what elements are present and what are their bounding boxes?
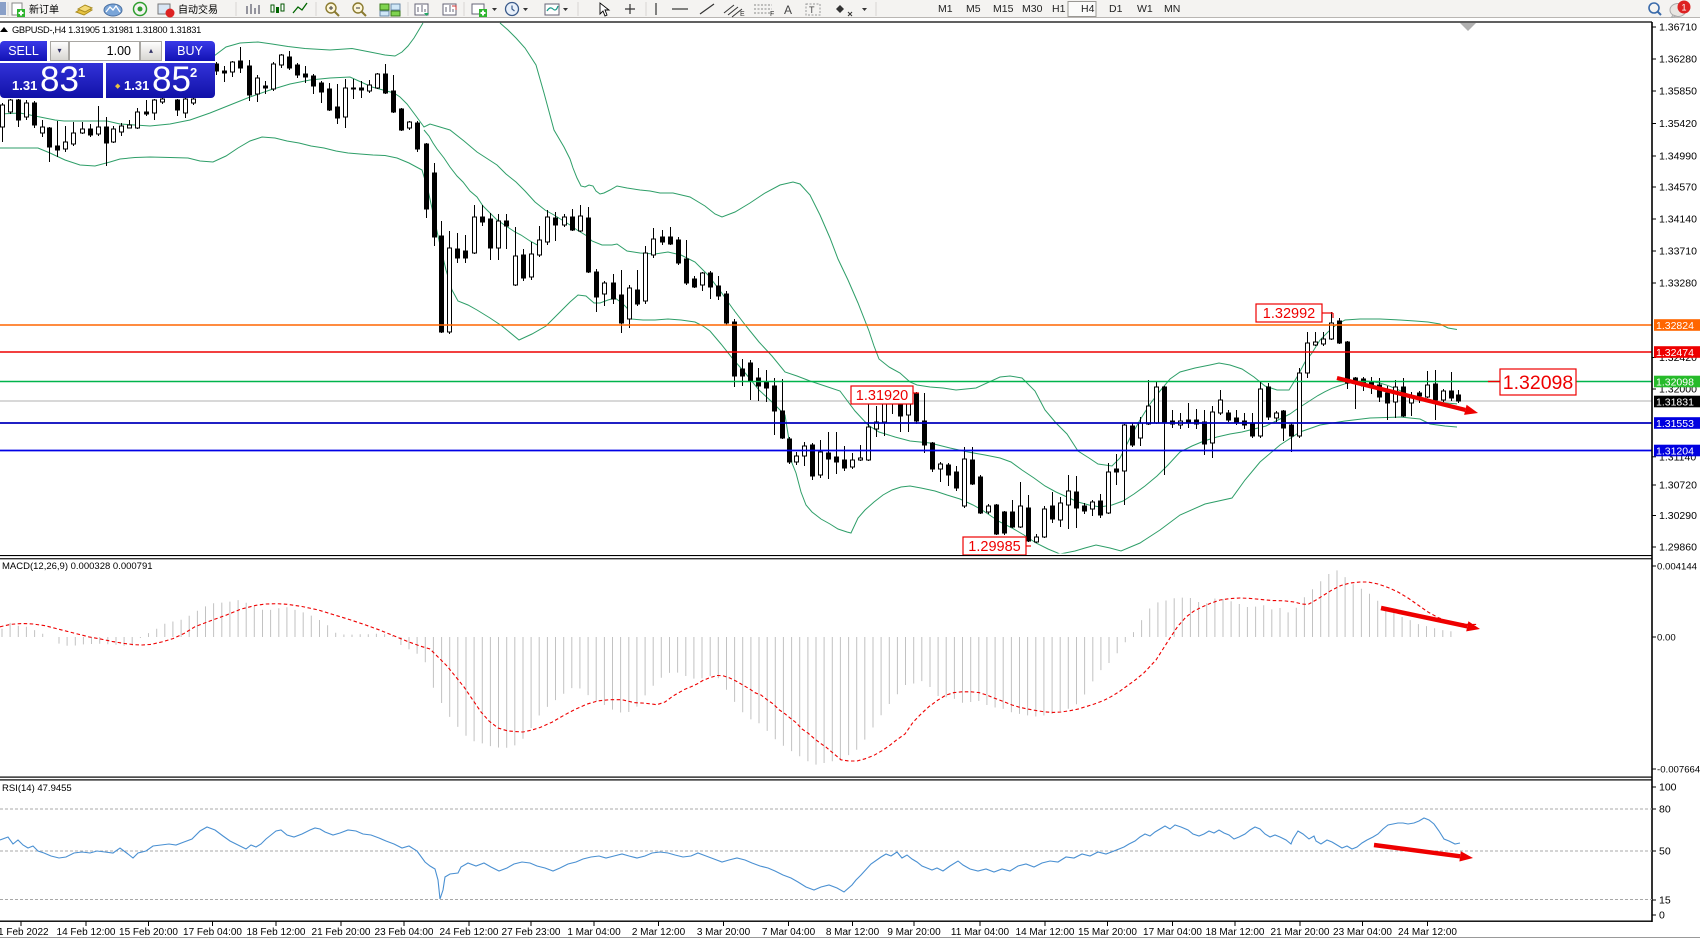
svg-text:1.34570: 1.34570	[1659, 182, 1697, 194]
svg-text:100: 100	[1659, 782, 1677, 794]
svg-text:17 Mar 04:00: 17 Mar 04:00	[1143, 927, 1202, 938]
svg-text:27 Feb 23:00: 27 Feb 23:00	[502, 927, 561, 938]
svg-text:8 Mar 12:00: 8 Mar 12:00	[826, 927, 880, 938]
svg-text:15: 15	[1659, 895, 1671, 907]
svg-text:1.32098: 1.32098	[1503, 372, 1574, 394]
svg-text:1 Feb 2022: 1 Feb 2022	[0, 927, 49, 938]
svg-text:1.30720: 1.30720	[1659, 480, 1697, 492]
svg-text:15 Feb 20:00: 15 Feb 20:00	[119, 927, 178, 938]
svg-text:1.29860: 1.29860	[1659, 542, 1697, 554]
svg-text:T: T	[809, 5, 815, 15]
svg-text:1.32474: 1.32474	[1656, 347, 1694, 359]
svg-text:1.30290: 1.30290	[1659, 510, 1697, 522]
svg-text:GBPUSD-,H4 1.31905 1.31981 1.: GBPUSD-,H4 1.31905 1.31981 1.31800 1.318…	[12, 25, 201, 35]
svg-text:MACD(12,26,9) 0.000328 0.00079: MACD(12,26,9) 0.000328 0.000791	[2, 561, 153, 572]
svg-text:21 Feb 20:00: 21 Feb 20:00	[312, 927, 371, 938]
svg-text:1.36710: 1.36710	[1659, 22, 1697, 34]
svg-text:18 Feb 12:00: 18 Feb 12:00	[247, 927, 306, 938]
svg-text:14 Mar 12:00: 14 Mar 12:00	[1016, 927, 1075, 938]
svg-text:50: 50	[1659, 846, 1671, 858]
svg-text:1.31920: 1.31920	[856, 388, 908, 404]
svg-text:3 Mar 20:00: 3 Mar 20:00	[697, 927, 751, 938]
svg-text:E: E	[740, 11, 745, 18]
svg-text:0: 0	[1659, 910, 1665, 922]
svg-text:1.33710: 1.33710	[1659, 246, 1697, 258]
svg-text:18 Mar 12:00: 18 Mar 12:00	[1206, 927, 1265, 938]
svg-text:1 Mar 04:00: 1 Mar 04:00	[567, 927, 621, 938]
svg-text:80: 80	[1659, 804, 1671, 816]
svg-text:23 Mar 04:00: 23 Mar 04:00	[1333, 927, 1392, 938]
svg-text:24 Mar 12:00: 24 Mar 12:00	[1398, 927, 1457, 938]
svg-text:1.33280: 1.33280	[1659, 278, 1697, 290]
svg-text:1.34990: 1.34990	[1659, 151, 1697, 163]
svg-text:1.35850: 1.35850	[1659, 86, 1697, 98]
svg-text:7 Mar 04:00: 7 Mar 04:00	[762, 927, 816, 938]
svg-text:1.31204: 1.31204	[1656, 445, 1694, 457]
svg-text:2 Mar 12:00: 2 Mar 12:00	[632, 927, 686, 938]
svg-text:15 Mar 20:00: 15 Mar 20:00	[1078, 927, 1137, 938]
svg-text:23 Feb 04:00: 23 Feb 04:00	[375, 927, 434, 938]
svg-text:RSI(14) 47.9455: RSI(14) 47.9455	[2, 783, 72, 794]
svg-text:1.32992: 1.32992	[1263, 306, 1315, 322]
svg-text:17 Feb 04:00: 17 Feb 04:00	[183, 927, 242, 938]
svg-text:1.36280: 1.36280	[1659, 54, 1697, 66]
svg-text:-0.007664: -0.007664	[1657, 765, 1700, 776]
svg-text:14 Feb 12:00: 14 Feb 12:00	[57, 927, 116, 938]
svg-text:0.00: 0.00	[1657, 633, 1676, 644]
svg-text:F: F	[770, 11, 774, 18]
svg-text:0.004144: 0.004144	[1657, 562, 1698, 573]
svg-text:21 Mar 20:00: 21 Mar 20:00	[1271, 927, 1330, 938]
svg-text:1.32098: 1.32098	[1656, 376, 1694, 388]
svg-text:1: 1	[1681, 3, 1686, 13]
svg-text:A: A	[784, 3, 792, 17]
svg-text:1.29985: 1.29985	[968, 539, 1020, 555]
svg-text:新订单: 新订单	[29, 3, 59, 16]
svg-text:1.35420: 1.35420	[1659, 118, 1697, 130]
svg-text:自动交易: 自动交易	[178, 3, 218, 16]
svg-text:11 Mar 04:00: 11 Mar 04:00	[951, 927, 1010, 938]
svg-text:1.31831: 1.31831	[1656, 396, 1694, 408]
svg-text:1.34140: 1.34140	[1659, 214, 1697, 226]
svg-text:24 Feb 12:00: 24 Feb 12:00	[440, 927, 499, 938]
svg-text:1.32824: 1.32824	[1656, 320, 1694, 332]
svg-text:1.31553: 1.31553	[1656, 418, 1694, 430]
svg-text:9 Mar 20:00: 9 Mar 20:00	[887, 927, 941, 938]
